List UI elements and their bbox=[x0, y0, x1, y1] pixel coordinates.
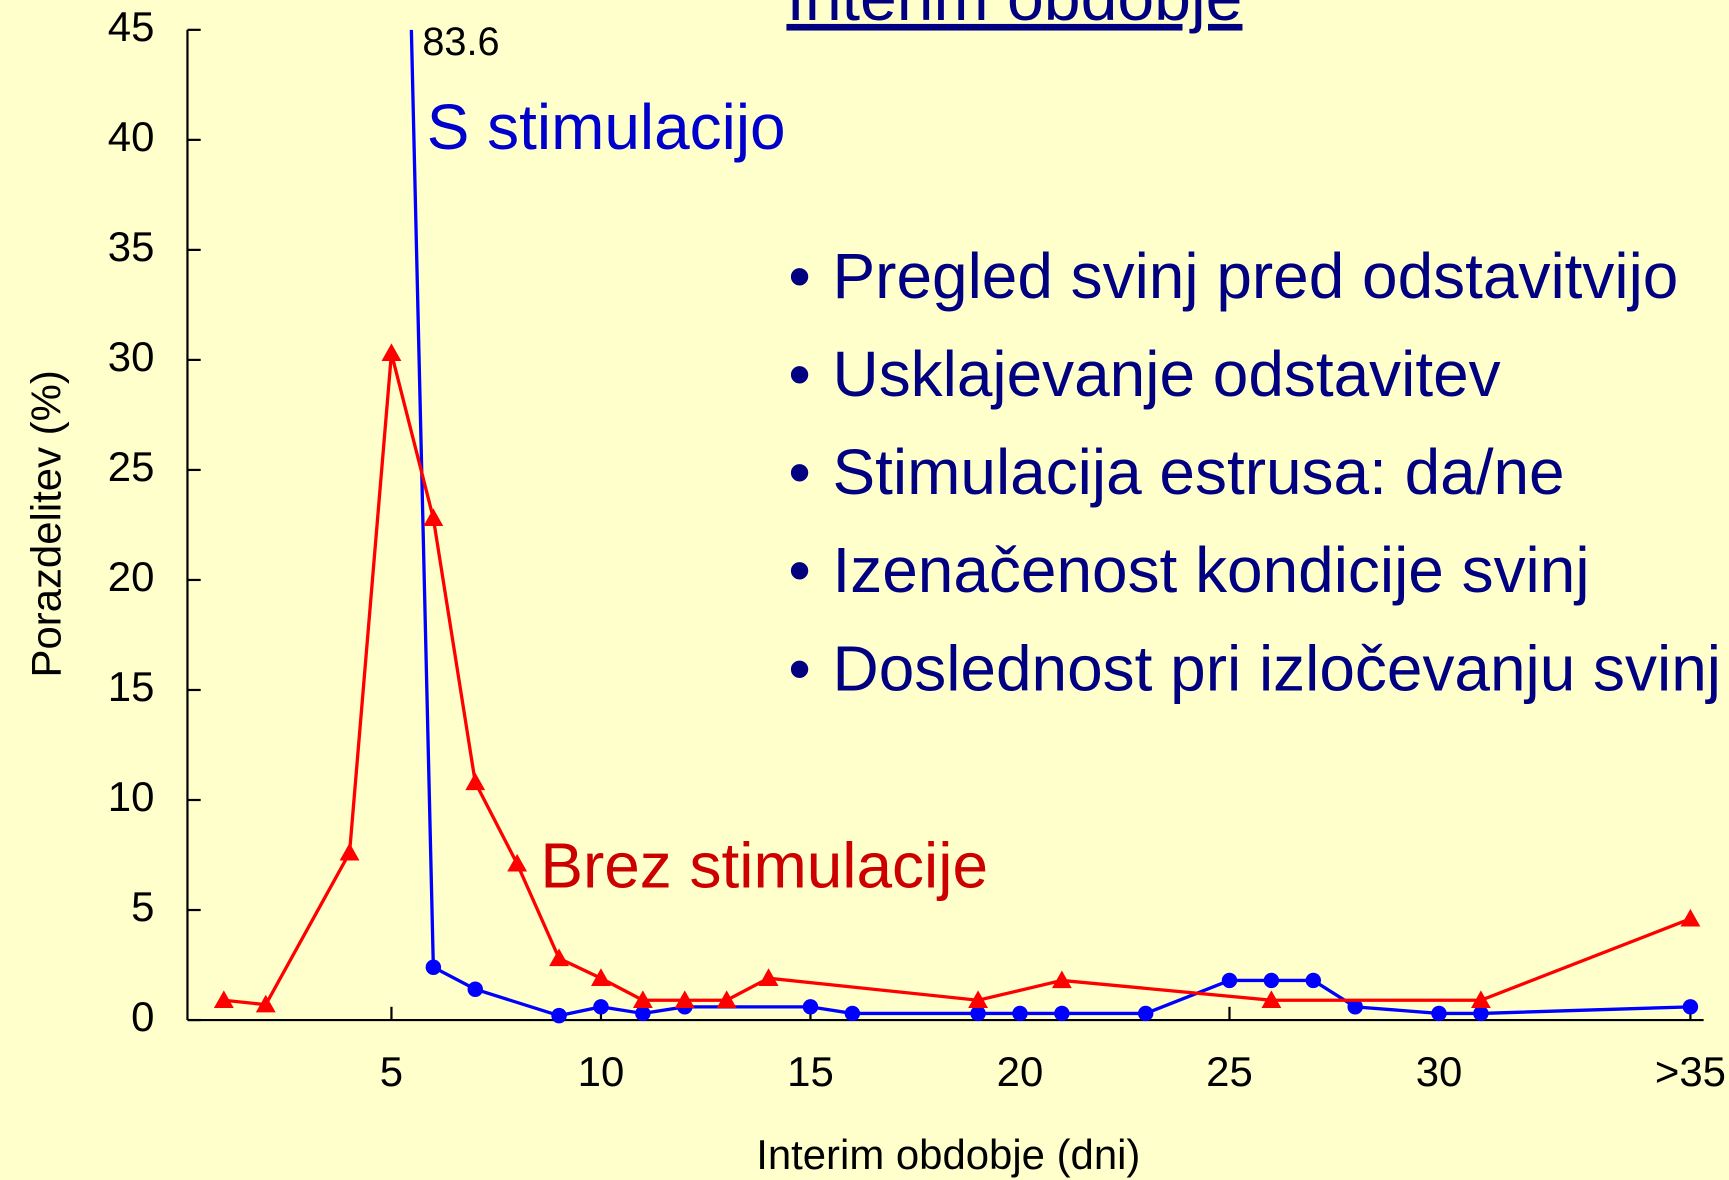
bullet-text: Pregled svinj pred odstavitvijo bbox=[833, 240, 1679, 312]
bullet-dot: • bbox=[788, 436, 810, 508]
bullet-text: Doslednost pri izločevanju svinj bbox=[833, 632, 1721, 704]
y-tick-label: 25 bbox=[108, 443, 155, 490]
marker bbox=[381, 343, 402, 362]
marker bbox=[1347, 999, 1363, 1015]
marker bbox=[1051, 970, 1072, 989]
bullet-text: Izenačenost kondicije svinj bbox=[833, 534, 1590, 606]
marker bbox=[549, 948, 569, 967]
marker bbox=[1305, 972, 1322, 989]
marker bbox=[339, 842, 360, 861]
y-tick-label: 35 bbox=[108, 223, 155, 270]
marker bbox=[970, 1005, 986, 1022]
x-tick-label: 5 bbox=[380, 1048, 403, 1095]
marker bbox=[968, 990, 988, 1008]
marker bbox=[1431, 1005, 1447, 1022]
series-line bbox=[223, 352, 1692, 1007]
marker bbox=[551, 1007, 567, 1024]
x-tick-label: >35 bbox=[1655, 1048, 1726, 1095]
marker bbox=[1221, 972, 1238, 989]
bullet-dot: • bbox=[788, 240, 810, 312]
y-tick-label: 30 bbox=[108, 333, 155, 380]
marker bbox=[1054, 1005, 1070, 1022]
bullet-text: Stimulacija estrusa: da/ne bbox=[833, 436, 1565, 508]
y-tick-label: 45 bbox=[108, 3, 155, 50]
series-label: Brez stimulacije bbox=[540, 830, 988, 902]
marker bbox=[635, 1005, 651, 1022]
marker bbox=[716, 990, 737, 1008]
y-tick-label: 20 bbox=[108, 553, 155, 600]
marker bbox=[425, 959, 442, 975]
marker bbox=[1012, 1005, 1028, 1022]
marker bbox=[674, 990, 695, 1008]
y-tick-label: 10 bbox=[108, 773, 155, 820]
bullet-list: • Pregled svinj pred odstavitvijo • Usklaje… bbox=[788, 240, 1721, 705]
marker bbox=[465, 772, 486, 791]
y-tick-label: 40 bbox=[108, 113, 155, 160]
marker bbox=[467, 981, 483, 997]
marker bbox=[423, 508, 444, 527]
x-tick-label: 30 bbox=[1416, 1048, 1463, 1095]
series-label: S stimulacijo bbox=[427, 91, 786, 163]
marker bbox=[255, 994, 276, 1013]
chart-title: Interim obdobje bbox=[786, 0, 1242, 35]
marker bbox=[1680, 908, 1701, 927]
y-tick-label: 0 bbox=[131, 993, 154, 1040]
plot-area bbox=[213, 29, 1701, 1024]
x-axis-label: Interim obdobje (dni) bbox=[756, 1131, 1140, 1178]
y-axis-label: Porazdelitev (%) bbox=[23, 370, 70, 677]
bullet-dot: • bbox=[788, 534, 810, 606]
x-tick-label: 15 bbox=[787, 1048, 834, 1095]
marker bbox=[1263, 972, 1280, 989]
marker bbox=[1473, 1005, 1489, 1022]
y-tick-label: 15 bbox=[108, 663, 155, 710]
marker bbox=[213, 990, 234, 1008]
bullet-dot: • bbox=[788, 632, 810, 704]
y-tick-label: 5 bbox=[131, 883, 154, 930]
x-tick-label: 20 bbox=[997, 1048, 1044, 1095]
bullet-text: Usklajevanje odstavitev bbox=[833, 338, 1501, 410]
x-tick-label: 10 bbox=[578, 1048, 625, 1095]
data-label: 83.6 bbox=[422, 20, 499, 64]
marker bbox=[632, 990, 653, 1008]
marker bbox=[593, 999, 609, 1015]
marker bbox=[1682, 999, 1699, 1015]
marker bbox=[844, 1005, 861, 1022]
bullet-dot: • bbox=[788, 338, 810, 410]
marker bbox=[591, 968, 611, 986]
marker bbox=[507, 853, 528, 872]
marker bbox=[1261, 990, 1282, 1008]
marker bbox=[1137, 1005, 1154, 1022]
x-tick-label: 25 bbox=[1206, 1048, 1253, 1095]
marker bbox=[802, 999, 819, 1015]
marker bbox=[758, 968, 779, 986]
marker bbox=[1470, 990, 1491, 1008]
